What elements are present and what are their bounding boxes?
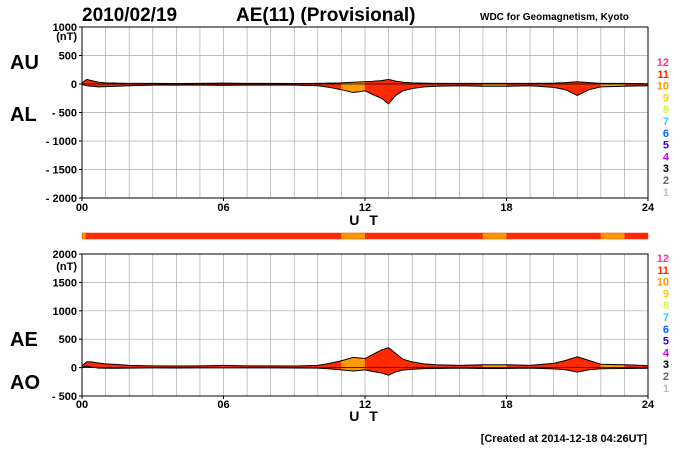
index-label-al: AL: [10, 104, 37, 126]
area-segment: [395, 353, 403, 368]
au-al-panel: 1000 500 0 - 500 - 1000 - 1500 - 2000 (nT) 00 06 1…: [10, 22, 655, 228]
station-coverage-bar: [81, 232, 649, 240]
legend-station-count: 10: [657, 81, 669, 93]
legend-station-count: 2: [663, 175, 669, 187]
legend-station-count: 6: [663, 128, 669, 140]
legend-station-count: 5: [663, 336, 669, 348]
series-line: [81, 78, 649, 85]
date-title: 2010/02/19: [82, 5, 177, 26]
area-segment: [388, 83, 396, 105]
legend-station-count: 11: [657, 69, 669, 81]
y-tick-label: 500: [59, 51, 77, 63]
y-axis-unit: (nT): [56, 261, 77, 273]
y-tick-label: - 500: [52, 108, 77, 120]
legend-station-count: 3: [663, 163, 669, 175]
x-tick-label: 18: [500, 202, 512, 214]
y-axis-unit: (nT): [56, 31, 77, 43]
area-segment: [565, 83, 578, 96]
area-segment: [353, 357, 366, 368]
legend-station-count: 7: [663, 116, 669, 128]
x-tick-label: 00: [76, 399, 88, 411]
y-tick-label: - 1000: [46, 136, 77, 148]
x-tick-label: 24: [642, 202, 655, 214]
x-tick-label: 12: [359, 202, 371, 214]
index-label-au: AU: [10, 52, 39, 74]
coverage-segment: [482, 233, 507, 239]
x-axis-label: U T: [349, 212, 381, 228]
y-tick-label: - 2000: [46, 193, 77, 205]
x-axis-label: U T: [349, 408, 381, 424]
coverage-segment: [506, 233, 601, 239]
x-tick-label: 00: [76, 202, 88, 214]
x-tick-label: 06: [217, 399, 229, 411]
coverage-segment: [600, 233, 625, 239]
legend-station-count: 2: [663, 371, 669, 383]
legend-station-count: 3: [663, 359, 669, 371]
legend-station-count: 12: [657, 57, 669, 69]
y-tick-label: 1500: [53, 277, 77, 289]
legend-station-count: 8: [663, 300, 669, 312]
coverage-segment: [365, 233, 483, 239]
y-tick-label: - 1500: [46, 165, 77, 177]
y-tick-label: - 500: [52, 391, 77, 403]
index-label-ao: AO: [10, 372, 40, 394]
legend-station-count: 12: [657, 253, 669, 265]
coverage-bar-frame: [81, 232, 649, 240]
legend-station-count: 7: [663, 312, 669, 324]
legend-station-count: 9: [663, 92, 669, 104]
x-tick-label: 24: [642, 399, 655, 411]
legend-station-count: 5: [663, 140, 669, 152]
coverage-segment: [624, 233, 648, 239]
y-tick-label: 1000: [53, 22, 77, 34]
legend-station-count: 10: [657, 277, 669, 289]
legend-station-count: 1: [663, 187, 669, 199]
y-tick-label: 0: [71, 79, 77, 91]
legend-station-count: 4: [663, 151, 670, 163]
series-line: [81, 347, 649, 367]
coverage-segment: [85, 233, 342, 239]
legend-station-count: 6: [663, 324, 669, 336]
area-segment: [381, 347, 389, 368]
y-tick-label: 2000: [53, 249, 77, 261]
created-timestamp: [Created at 2014-12-18 04:26UT]: [481, 433, 648, 445]
ae-ao-panel: 2000 1500 1000 500 0 - 500 (nT) 00 06 12 18 24 U T AE…: [10, 249, 655, 424]
legend-station-count: 4: [663, 347, 670, 359]
index-title: AE(11) (Provisional): [236, 5, 416, 26]
legend-station-count: 11: [657, 265, 669, 277]
organization-label: WDC for Geomagnetism, Kyoto: [480, 12, 629, 23]
legend-station-count: 1: [663, 383, 669, 395]
y-tick-label: 1000: [53, 306, 77, 318]
y-tick-label: 500: [59, 334, 77, 346]
series-line: [81, 365, 649, 376]
legend-station-count: 9: [663, 288, 669, 300]
area-segment: [577, 83, 590, 96]
coverage-segment: [341, 233, 365, 239]
x-tick-label: 12: [359, 399, 371, 411]
x-tick-label: 06: [217, 202, 229, 214]
coverage-segment: [82, 233, 86, 239]
series-line: [81, 84, 649, 105]
y-tick-label: 0: [71, 363, 77, 375]
index-label-ae: AE: [10, 329, 38, 351]
x-tick-label: 18: [500, 399, 512, 411]
legend-station-count: 8: [663, 104, 669, 116]
